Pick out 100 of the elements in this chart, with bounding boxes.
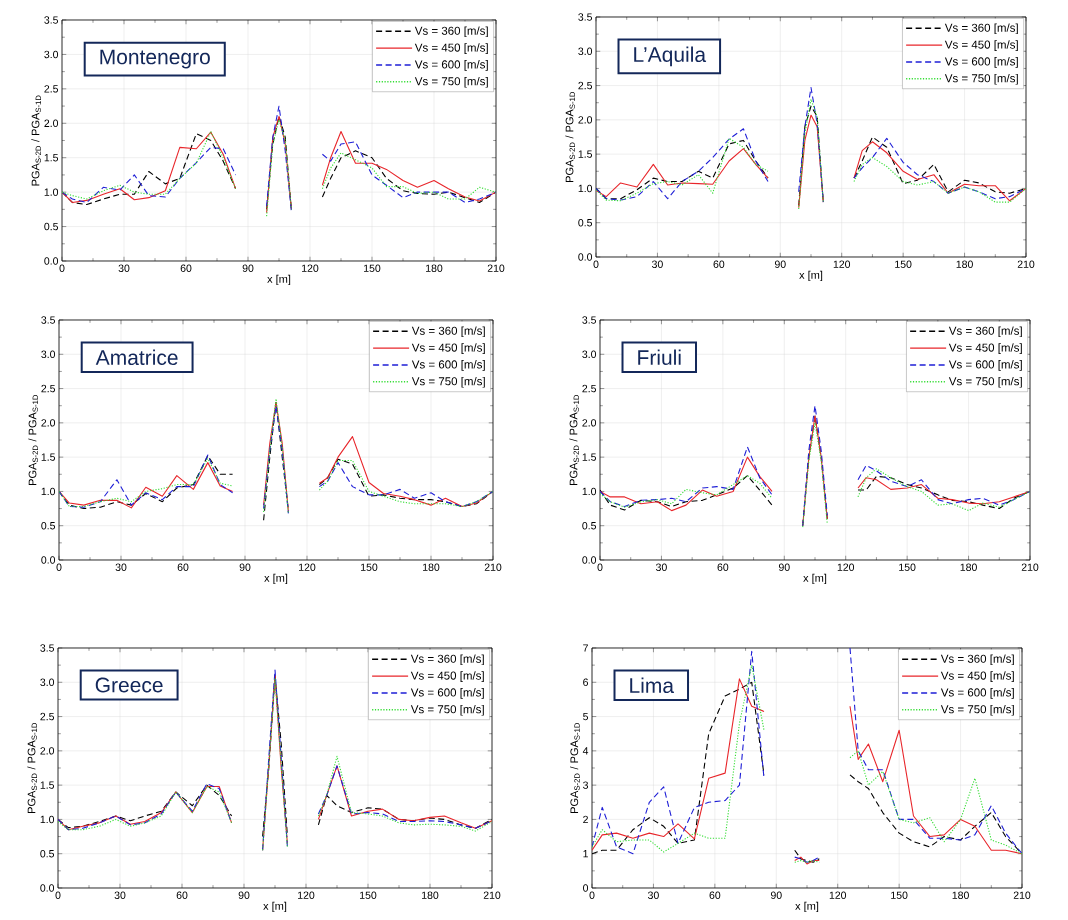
y-tick-label: 2.0 [44, 119, 59, 128]
y-tick-label: 3.0 [40, 678, 55, 687]
x-tick-label: 120 [837, 563, 855, 571]
y-axis-title: PGA$_{S-2D}$ / PGA$_{S-1D}$ [31, 95, 42, 186]
y-tick-label: 4 [582, 747, 589, 755]
x-axis-title: x [m] [799, 270, 823, 282]
legend-label: Vs = 600 [m/s] [940, 688, 1014, 699]
legend-label: Vs = 750 [m/s] [411, 376, 485, 388]
x-tick-label: 180 [423, 563, 440, 571]
y-tick-label: 1.0 [578, 184, 593, 193]
x-tick-label: 120 [302, 264, 319, 272]
y-axis-title: PGA$_{S-2D}$ / PGA$_{S-1D}$ [570, 723, 580, 813]
y-tick-label: 3.5 [41, 316, 56, 324]
x-tick-label: 180 [960, 563, 977, 571]
legend-label: Vs = 450 [m/s] [411, 343, 485, 354]
x-tick-label: 30 [118, 264, 130, 272]
legend-label: Vs = 750 [m/s] [944, 73, 1018, 85]
x-tick-label: 60 [713, 260, 725, 268]
x-tick-label: 30 [647, 891, 659, 899]
x-tick-label: 60 [176, 891, 188, 899]
y-tick-label: 3.0 [44, 50, 59, 59]
text: Friuli [638, 349, 681, 366]
x-axis-title: x [m] [267, 274, 291, 286]
x-tick-label: 180 [422, 891, 439, 899]
legend-label: Vs = 360 [m/s] [944, 23, 1018, 35]
x-tick-label: 60 [717, 563, 729, 571]
text: Greece [95, 677, 163, 693]
legend-label: Vs = 450 [m/s] [940, 671, 1014, 682]
x-axis-title: x [m] [803, 573, 827, 585]
y-tick-label: 0.5 [44, 222, 59, 231]
y-tick-label: 1.5 [41, 453, 56, 461]
legend-label: Vs = 750 [m/s] [948, 376, 1022, 388]
x-tick-label: 150 [361, 563, 378, 571]
y-tick-label: 1.5 [40, 781, 55, 789]
x-tick-label: 30 [655, 563, 667, 571]
y-tick-label: 0.5 [582, 522, 597, 530]
y-tick-label: 0.0 [41, 556, 56, 564]
y-tick-label: 7 [583, 644, 588, 652]
y-tick-label: 3.5 [578, 13, 593, 21]
legend-label: Vs = 360 [m/s] [411, 326, 485, 338]
text: Montenegro [100, 49, 210, 69]
x-tick-label: 60 [180, 264, 192, 272]
legend-label: Vs = 360 [m/s] [940, 654, 1014, 666]
legend-label: Vs = 360 [m/s] [410, 654, 484, 666]
x-tick-label: 180 [956, 260, 973, 268]
y-tick-label: 3.0 [578, 47, 593, 56]
y-tick-label: 0.5 [40, 850, 55, 858]
y-tick-label: 3.5 [44, 16, 59, 24]
legend-label: Vs = 600 [m/s] [414, 60, 488, 71]
legend-label: Vs = 750 [m/s] [414, 76, 488, 88]
y-tick-label: 1.0 [40, 815, 55, 824]
y-tick-label: 3 [583, 781, 589, 789]
x-tick-label: 150 [895, 260, 912, 268]
y-tick-label: 1.0 [44, 188, 59, 196]
x-tick-label: 30 [651, 260, 663, 268]
y-tick-label: 2.0 [41, 419, 56, 427]
y-axis-title: PGA$_{S-2D}$ / PGA$_{S-1D}$ [569, 395, 580, 485]
y-tick-label: 1.5 [44, 154, 59, 162]
x-tick-label: 150 [360, 891, 377, 899]
x-tick-label: 210 [483, 891, 501, 899]
x-tick-label: 90 [239, 563, 251, 571]
legend-label: Vs = 600 [m/s] [944, 57, 1018, 68]
y-tick-label: 3.5 [40, 644, 55, 652]
y-axis-title: PGA$_{S-2D}$ / PGA$_{S-1D}$ [28, 395, 39, 485]
y-tick-label: 0.0 [582, 556, 597, 564]
x-tick-label: 30 [115, 563, 127, 571]
x-tick-label: 150 [364, 264, 381, 272]
y-tick-label: 6 [583, 678, 589, 687]
legend-label: Vs = 600 [m/s] [948, 360, 1022, 371]
x-tick-label: 210 [1017, 260, 1035, 268]
x-axis-title: x [m] [263, 901, 287, 913]
y-tick-label: 2.5 [40, 712, 55, 721]
y-tick-label: 0.0 [44, 257, 59, 265]
y-tick-label: 2.0 [40, 747, 55, 755]
x-tick-label: 30 [114, 891, 126, 899]
legend-label: Vs = 600 [m/s] [410, 688, 484, 699]
y-axis-title: PGA$_{S-2D}$ / PGA$_{S-1D}$ [565, 92, 576, 182]
y-tick-label: 3.0 [41, 350, 56, 359]
y-tick-label: 2.0 [578, 116, 593, 124]
x-tick-label: 180 [426, 264, 443, 272]
y-tick-label: 1.5 [582, 453, 597, 461]
x-tick-label: 150 [891, 891, 908, 899]
legend-label: Vs = 450 [m/s] [944, 40, 1018, 51]
x-tick-label: 210 [484, 563, 502, 571]
y-tick-label: 2.5 [582, 384, 597, 393]
legend-label: Vs = 450 [m/s] [410, 671, 484, 682]
y-tick-label: 2.5 [44, 85, 59, 93]
x-tick-label: 210 [487, 264, 505, 272]
x-tick-label: 210 [1021, 563, 1039, 571]
y-tick-label: 0.5 [41, 522, 56, 530]
x-tick-label: 0 [597, 563, 603, 571]
x-tick-label: 120 [298, 891, 315, 899]
legend-label: Vs = 450 [m/s] [414, 43, 488, 54]
x-tick-label: 90 [774, 260, 786, 268]
y-tick-label: 3.5 [582, 316, 597, 324]
x-tick-label: 120 [833, 260, 851, 268]
legend-label: Vs = 360 [m/s] [948, 326, 1022, 338]
legend-label: Vs = 750 [m/s] [410, 704, 484, 716]
x-tick-label: 60 [709, 891, 721, 899]
y-tick-label: 3.0 [582, 350, 597, 359]
